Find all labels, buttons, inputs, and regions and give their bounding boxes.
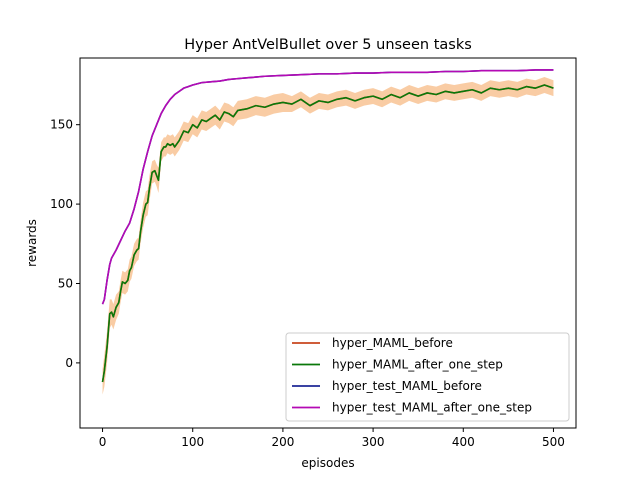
plot-frame [79,57,577,429]
plot-area [79,57,577,429]
chart-title: Hyper AntVelBullet over 5 unseen tasks [184,37,472,53]
x-tick-label: 100 [181,435,204,449]
y-tick-label: 100 [50,197,73,211]
x-tick-label: 0 [99,435,107,449]
legend-label-a: hyper_MAML_before [332,336,453,350]
x-axis: 0 100 200 300 400 500 [99,428,565,449]
x-tick-label: 400 [452,435,475,449]
y-tick-label: 0 [65,356,73,370]
legend-items: hyper_MAML_before hyper_MAML_after_one_st… [292,336,532,415]
y-axis: 0 50 100 150 [50,118,80,370]
legend-label-d: hyper_test_MAML_after_one_step [332,401,532,415]
x-tick-label: 300 [362,435,385,449]
legend-box [285,332,570,422]
series-lines-layer [101,69,554,383]
x-tick-label: 200 [271,435,294,449]
x-tick-label: 500 [542,435,565,449]
legend: hyper_MAML_before hyper_MAML_after_one_st… [285,332,570,422]
y-tick-label: 50 [58,276,73,290]
y-tick-label: 150 [50,118,73,132]
series-line-b [101,84,554,383]
x-axis-label: episodes [301,456,354,470]
legend-label-c: hyper_test_MAML_before [332,379,482,393]
legend-label-b: hyper_MAML_after_one_step [332,358,503,372]
series-line-d [101,69,554,305]
y-axis-label: rewards [25,219,39,267]
